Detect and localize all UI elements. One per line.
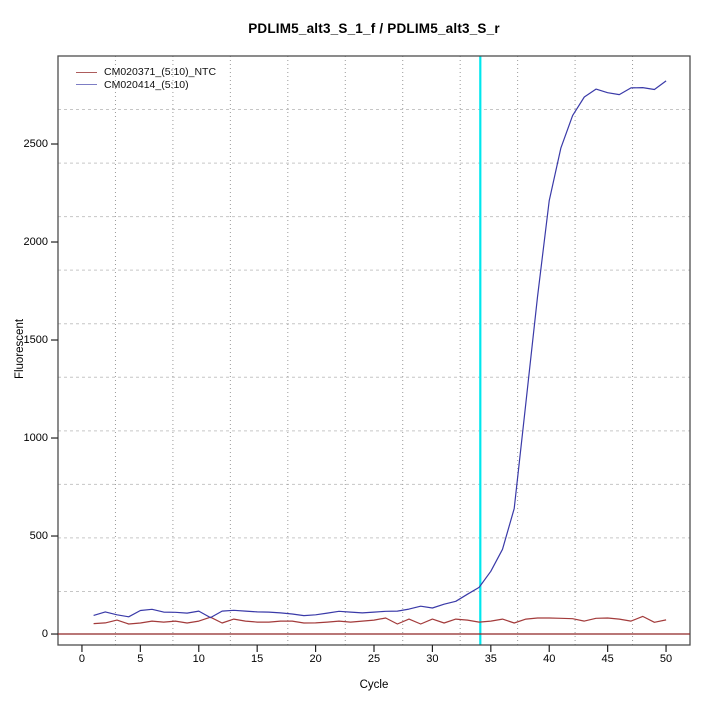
- y-tick-label: 2500: [23, 137, 48, 150]
- x-tick-label: 5: [137, 653, 144, 665]
- x-tick-label: 35: [484, 653, 497, 665]
- legend: CM020371_(5:10)_NTC CM020414_(5:10): [76, 66, 216, 91]
- x-tick-label: 10: [192, 653, 205, 665]
- sample-series-line: [93, 80, 667, 619]
- x-tick-label: 15: [251, 653, 264, 665]
- y-tick-label: 0: [41, 627, 48, 640]
- legend-item-ntc: CM020371_(5:10)_NTC: [76, 66, 216, 79]
- legend-item-sample: CM020414_(5:10): [76, 79, 216, 92]
- legend-label-sample: CM020414_(5:10): [104, 78, 189, 91]
- ntc-series-line: [93, 615, 667, 625]
- y-axis-label: Fluorescent: [14, 318, 26, 380]
- x-tick-label: 30: [426, 653, 439, 665]
- y-tick-label: 500: [29, 529, 48, 542]
- x-tick-label: 0: [78, 653, 85, 665]
- y-tick-label: 1000: [23, 431, 48, 444]
- legend-label-ntc: CM020371_(5:10)_NTC: [104, 66, 217, 78]
- plot-border: [57, 55, 691, 646]
- x-tick-label: 25: [367, 653, 381, 665]
- x-tick-label: 45: [601, 653, 614, 665]
- x-tick-label: 20: [309, 653, 322, 665]
- chart-title: PDLIM5_alt3_S_1_f / PDLIM5_alt3_S_r: [248, 21, 500, 36]
- y-tick-label: 1500: [23, 333, 48, 346]
- x-axis-label: Cycle: [359, 679, 389, 691]
- x-tick-label: 50: [659, 653, 673, 665]
- x-tick-label: 40: [543, 653, 556, 665]
- sample-line-swatch: [76, 84, 97, 86]
- ntc-line-swatch: [76, 71, 97, 73]
- y-tick-label: 2000: [23, 235, 48, 248]
